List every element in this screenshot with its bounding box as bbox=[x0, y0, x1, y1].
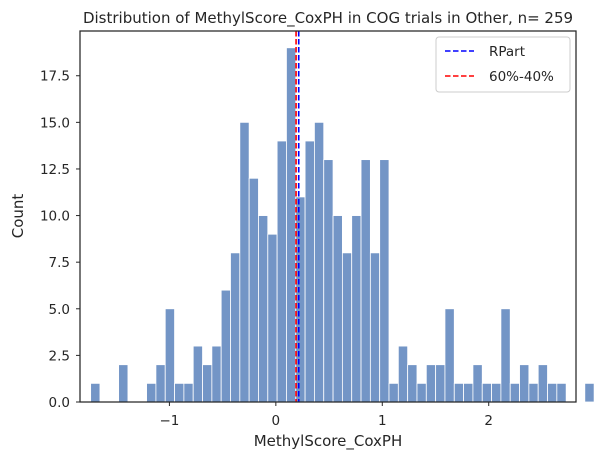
histogram-bar bbox=[164, 308, 175, 403]
histogram-bar bbox=[556, 382, 567, 403]
y-tick-label: 5.0 bbox=[49, 302, 70, 318]
histogram-bar bbox=[351, 215, 362, 403]
histogram-bar bbox=[202, 364, 213, 403]
histogram-bar bbox=[500, 308, 511, 403]
histogram-bar bbox=[491, 382, 502, 403]
histogram-bar bbox=[286, 47, 297, 403]
histogram-bar bbox=[397, 345, 409, 403]
histogram-bar bbox=[481, 382, 492, 403]
histogram-bar bbox=[211, 345, 222, 403]
histogram-bar bbox=[295, 196, 306, 403]
y-tick-label: 15.0 bbox=[40, 115, 70, 131]
histogram-bar bbox=[453, 382, 464, 403]
histogram-bar bbox=[155, 364, 166, 403]
y-tick-label: 7.5 bbox=[49, 255, 70, 271]
histogram-bar bbox=[267, 233, 278, 403]
histogram-bar bbox=[314, 121, 325, 403]
histogram-bar bbox=[220, 289, 231, 403]
histogram-bar bbox=[407, 364, 418, 403]
histogram-bar bbox=[174, 382, 185, 403]
histogram-bar bbox=[369, 252, 381, 403]
plot-frame bbox=[79, 30, 577, 403]
histogram-bar bbox=[118, 364, 129, 403]
histogram-bar bbox=[584, 382, 595, 403]
x-tick-label: 0 bbox=[272, 413, 281, 429]
histogram-bar bbox=[276, 140, 287, 403]
histogram-bar bbox=[472, 364, 483, 403]
histogram-bar bbox=[519, 364, 530, 403]
histogram-bar bbox=[416, 382, 427, 403]
x-tick-label: 1 bbox=[378, 413, 387, 429]
histogram-bar bbox=[248, 177, 259, 403]
x-tick-label: −1 bbox=[159, 413, 179, 429]
histogram-bar bbox=[360, 159, 371, 403]
histogram-bar bbox=[537, 364, 548, 403]
histogram-bar bbox=[323, 159, 334, 403]
histogram-bar bbox=[444, 308, 455, 403]
y-tick-label: 10.0 bbox=[40, 209, 70, 225]
histogram-bar bbox=[230, 252, 241, 403]
histogram-bar bbox=[388, 382, 399, 403]
histogram-bars bbox=[90, 47, 595, 403]
y-tick-label: 17.5 bbox=[40, 69, 70, 85]
histogram-bar bbox=[192, 345, 203, 403]
x-axis-ticks: −1 0 1 2 bbox=[159, 402, 493, 429]
histogram-bar bbox=[528, 382, 539, 403]
x-axis-label: MethylScore_CoxPH bbox=[254, 432, 403, 451]
histogram-bar bbox=[463, 382, 474, 403]
y-axis-label: Count bbox=[9, 194, 27, 239]
histogram-bar bbox=[146, 382, 157, 403]
legend: RPart 60%-40% bbox=[435, 36, 571, 93]
legend-label-60-40: 60%-40% bbox=[489, 69, 554, 85]
histogram-bar bbox=[332, 215, 343, 403]
histogram-bar bbox=[547, 382, 558, 403]
histogram-bar bbox=[425, 364, 437, 403]
histogram-bar bbox=[239, 121, 250, 403]
chart-title: Distribution of MethylScore_CoxPH in COG… bbox=[83, 9, 573, 28]
histogram-bar bbox=[341, 252, 353, 403]
histogram-bar bbox=[304, 140, 315, 403]
histogram-bar bbox=[90, 382, 101, 403]
reference-lines bbox=[295, 31, 300, 402]
x-tick-label: 2 bbox=[484, 413, 493, 429]
histogram-bar bbox=[258, 215, 269, 403]
y-tick-label: 2.5 bbox=[49, 348, 70, 364]
y-axis-ticks: 0.0 2.5 5.0 7.5 10.0 12.5 15.0 17.5 bbox=[40, 69, 80, 411]
y-tick-label: 0.0 bbox=[49, 395, 70, 411]
y-tick-label: 12.5 bbox=[40, 162, 70, 178]
histogram-bar bbox=[509, 382, 520, 403]
histogram-bar bbox=[183, 382, 194, 403]
histogram-bar bbox=[379, 159, 390, 403]
histogram-bar bbox=[435, 364, 446, 403]
legend-label-rpart: RPart bbox=[489, 44, 525, 60]
